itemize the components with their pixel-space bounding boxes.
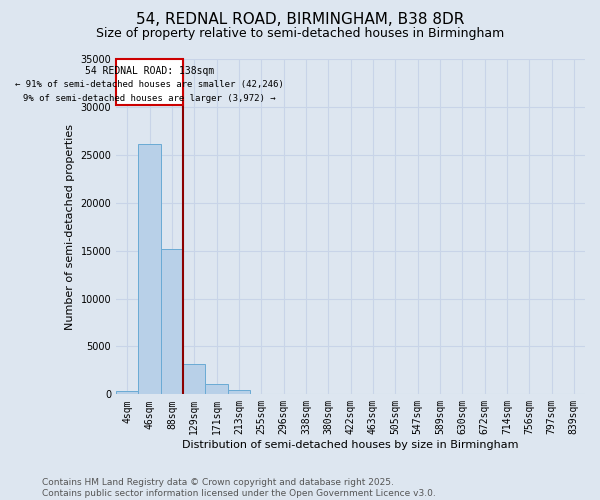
Text: 54 REDNAL ROAD: 138sqm: 54 REDNAL ROAD: 138sqm	[85, 66, 214, 76]
Bar	[183, 364, 205, 394]
Bar	[205, 384, 228, 394]
X-axis label: Distribution of semi-detached houses by size in Birmingham: Distribution of semi-detached houses by …	[182, 440, 519, 450]
Bar	[139, 144, 161, 394]
Bar	[161, 248, 183, 394]
Bar	[228, 390, 250, 394]
Text: 9% of semi-detached houses are larger (3,972) →: 9% of semi-detached houses are larger (3…	[23, 94, 276, 104]
Text: Contains HM Land Registry data © Crown copyright and database right 2025.
Contai: Contains HM Land Registry data © Crown c…	[42, 478, 436, 498]
Text: Size of property relative to semi-detached houses in Birmingham: Size of property relative to semi-detach…	[96, 28, 504, 40]
Text: ← 91% of semi-detached houses are smaller (42,246): ← 91% of semi-detached houses are smalle…	[15, 80, 284, 89]
Y-axis label: Number of semi-detached properties: Number of semi-detached properties	[65, 124, 75, 330]
FancyBboxPatch shape	[116, 59, 183, 105]
Bar	[116, 391, 139, 394]
Text: 54, REDNAL ROAD, BIRMINGHAM, B38 8DR: 54, REDNAL ROAD, BIRMINGHAM, B38 8DR	[136, 12, 464, 28]
